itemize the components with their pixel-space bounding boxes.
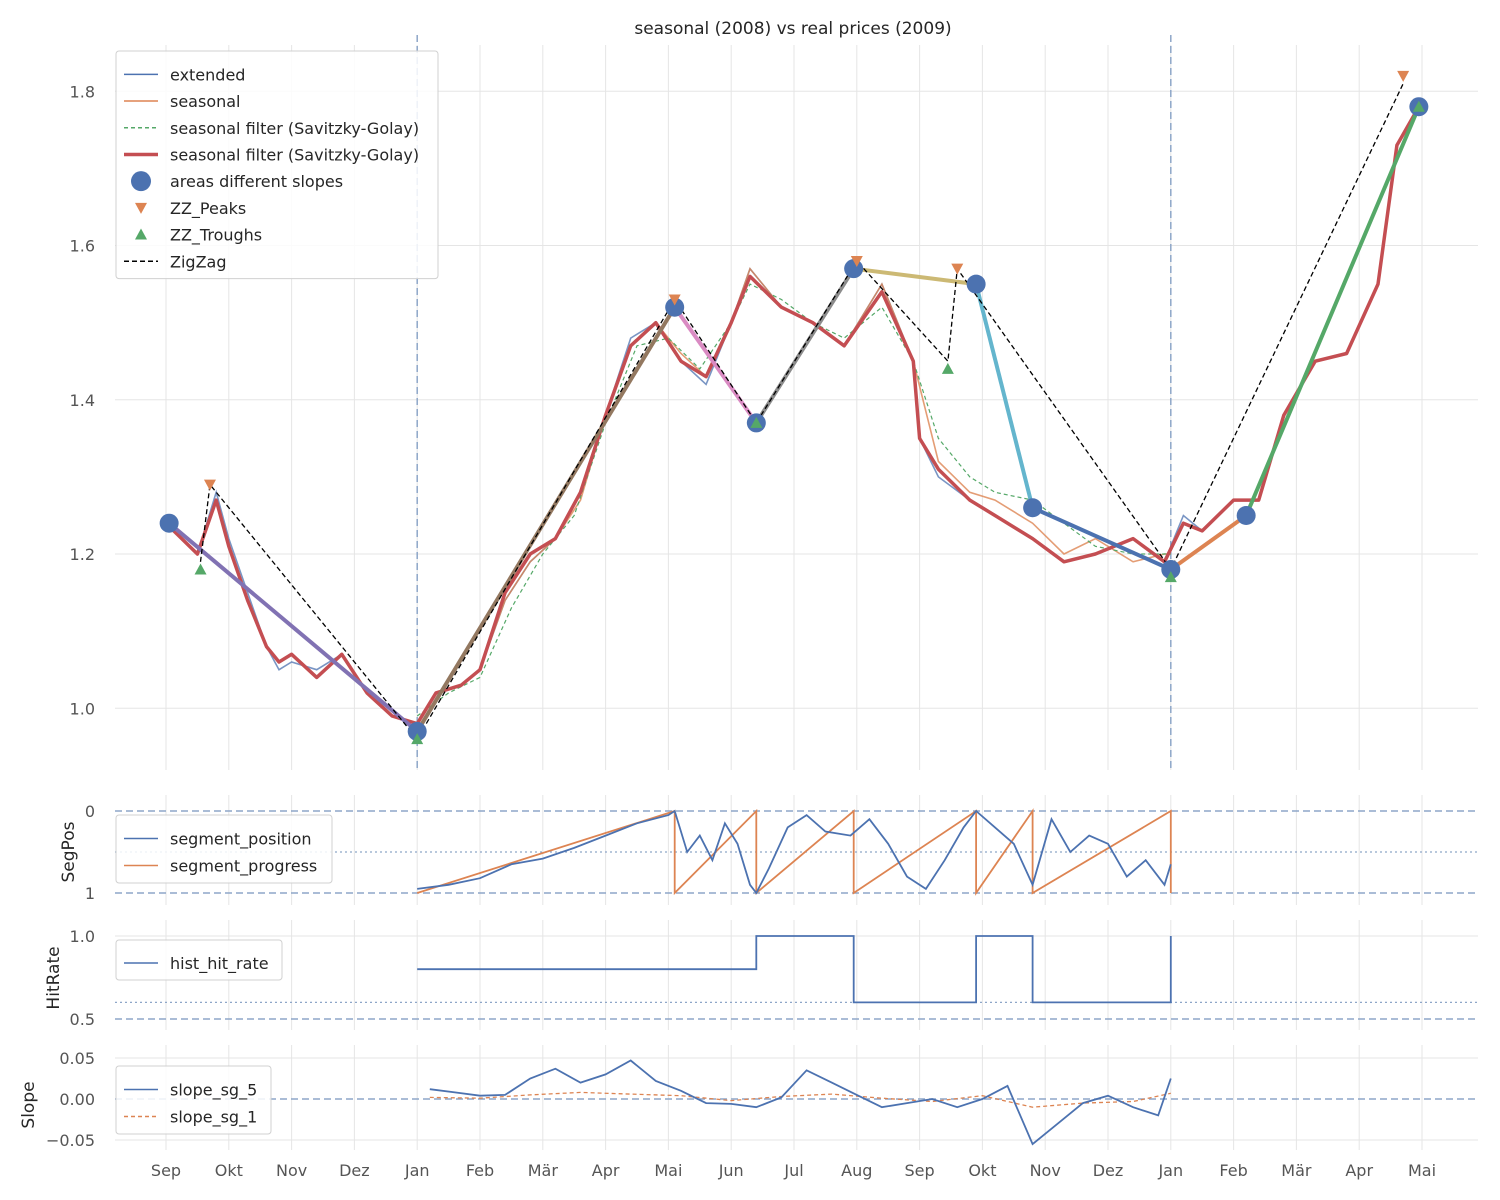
legend-box — [115, 50, 439, 280]
area-slope-point — [159, 513, 179, 533]
area-slope-point — [966, 274, 986, 294]
x-tick-label: Dez — [1093, 1161, 1124, 1180]
y-axis-label: SegPos — [59, 821, 79, 882]
series-segment-position — [417, 809, 1172, 895]
area-slope-point — [407, 721, 427, 741]
series-seasonal — [416, 267, 1171, 725]
series-segment-progress — [416, 808, 1172, 896]
x-tick-label: Nov — [276, 1161, 307, 1180]
segpos-panel: 0 1 SegPos segment_position segment_progress — [59, 795, 1478, 905]
slope-segment — [853, 266, 977, 287]
slope-segment — [974, 283, 1035, 509]
legend-label: slope_sg_5 — [170, 1081, 257, 1101]
slope-segment — [1169, 513, 1248, 572]
slope-segment — [167, 521, 419, 733]
x-tick-label: Nov — [1030, 1161, 1061, 1180]
legend-label: segment_position — [170, 830, 312, 850]
x-tick-label: Aug — [841, 1161, 872, 1180]
x-tick-label: Apr — [592, 1161, 620, 1180]
zz-trough-marker — [750, 416, 763, 428]
series-slope-sg-1 — [429, 1091, 1171, 1108]
x-tick-label: Dez — [339, 1161, 370, 1180]
zz-trough-marker — [411, 733, 424, 745]
y-axis-label: Slope — [19, 1081, 39, 1128]
chart-title: seasonal (2008) vs real prices (2009) — [634, 19, 951, 39]
area-slope-point — [1023, 498, 1043, 518]
area-slope-point — [1161, 559, 1181, 579]
x-tick-label: Jun — [718, 1161, 744, 1180]
x-tick-label: Jan — [1157, 1161, 1183, 1180]
legend-label: extended — [170, 65, 245, 84]
x-tick-label: Apr — [1345, 1161, 1373, 1180]
legend-label: slope_sg_1 — [170, 1108, 257, 1128]
y-tick-label: 0.5 — [70, 1010, 95, 1029]
area-slope-point — [1236, 505, 1256, 525]
y-tick-label: 1.8 — [70, 82, 95, 101]
legend-box — [115, 939, 283, 981]
legend-label: seasonal — [170, 92, 241, 111]
legend-label: seasonal filter (Savitzky-Golay) — [170, 119, 419, 138]
legend-label: areas different slopes — [170, 172, 343, 191]
y-tick-label: 1 — [85, 884, 95, 903]
x-tick-label: Okt — [968, 1161, 996, 1180]
x-tick-label: Sep — [905, 1161, 935, 1180]
x-tick-label: Jan — [404, 1161, 430, 1180]
y-tick-label: −0.05 — [46, 1131, 95, 1150]
x-tick-label: Feb — [1219, 1161, 1247, 1180]
legend-label: seasonal filter (Savitzky-Golay) — [170, 145, 419, 164]
y-tick-label: 1.6 — [70, 237, 95, 256]
y-tick-label: 1.0 — [70, 927, 95, 946]
y-tick-label: 0.00 — [59, 1090, 95, 1109]
slope-segment — [1244, 105, 1421, 517]
y-axis-label: HitRate — [44, 946, 64, 1009]
slope-segment — [754, 267, 856, 424]
x-tick-label: Jul — [783, 1161, 803, 1180]
zz-peak-marker — [668, 294, 681, 306]
zz-peak-marker — [1397, 70, 1410, 82]
series-sg-filter — [164, 105, 1421, 726]
area-slope-point — [844, 259, 864, 279]
legend-label: ZZ_Peaks — [170, 199, 246, 219]
zz-peak-marker — [850, 255, 863, 267]
slope-segment — [1031, 505, 1172, 572]
y-tick-label: 1.0 — [70, 699, 95, 718]
zz-trough-marker — [194, 563, 207, 575]
x-tick-label: Feb — [466, 1161, 494, 1180]
legend-label: ZZ_Troughs — [170, 226, 262, 246]
legend-label: segment_progress — [170, 857, 317, 877]
zz-trough-marker — [1412, 100, 1425, 112]
legend-swatch — [135, 228, 147, 240]
main-price-panel: 1.0 1.2 1.4 1.6 1.8 seasonal (2008) vs real p… — [70, 19, 1478, 770]
series-hist-hit-rate — [417, 935, 1172, 1004]
zz-peak-marker — [203, 479, 216, 491]
y-tick-label: 1.4 — [70, 391, 95, 410]
series-slope-sg-5 — [429, 1059, 1172, 1146]
zz-peak-marker — [951, 263, 964, 275]
area-slope-point — [665, 297, 685, 317]
series-sg-filter-dashed — [416, 283, 1171, 717]
legend-swatch — [135, 202, 147, 214]
legend-box — [115, 814, 333, 884]
y-tick-label: 1.2 — [70, 545, 95, 564]
hitrate-panel: 1.0 0.5 HitRate hist_hit_rate — [44, 920, 1478, 1030]
zz-trough-marker — [941, 362, 954, 374]
legend-swatch — [131, 171, 151, 192]
slope-panel: 0.05 0.00 −0.05 Slope slope_sg_5 slope_sg_1 Se… — [19, 1045, 1478, 1180]
y-tick-label: 0 — [85, 802, 95, 821]
y-tick-label: 0.05 — [59, 1049, 95, 1068]
legend-label: hist_hit_rate — [170, 954, 269, 974]
x-tick-label: Okt — [215, 1161, 243, 1180]
x-tick-label: Mai — [1408, 1161, 1436, 1180]
x-tick-label: Mär — [1281, 1161, 1312, 1180]
slope-segment — [673, 306, 758, 425]
zz-trough-marker — [1164, 571, 1177, 583]
series-zigzag — [199, 83, 1404, 741]
x-tick-label: Mär — [528, 1161, 559, 1180]
legend-label: ZigZag — [170, 252, 226, 271]
x-tick-label: Mai — [654, 1161, 682, 1180]
x-tick-label: Sep — [151, 1161, 181, 1180]
